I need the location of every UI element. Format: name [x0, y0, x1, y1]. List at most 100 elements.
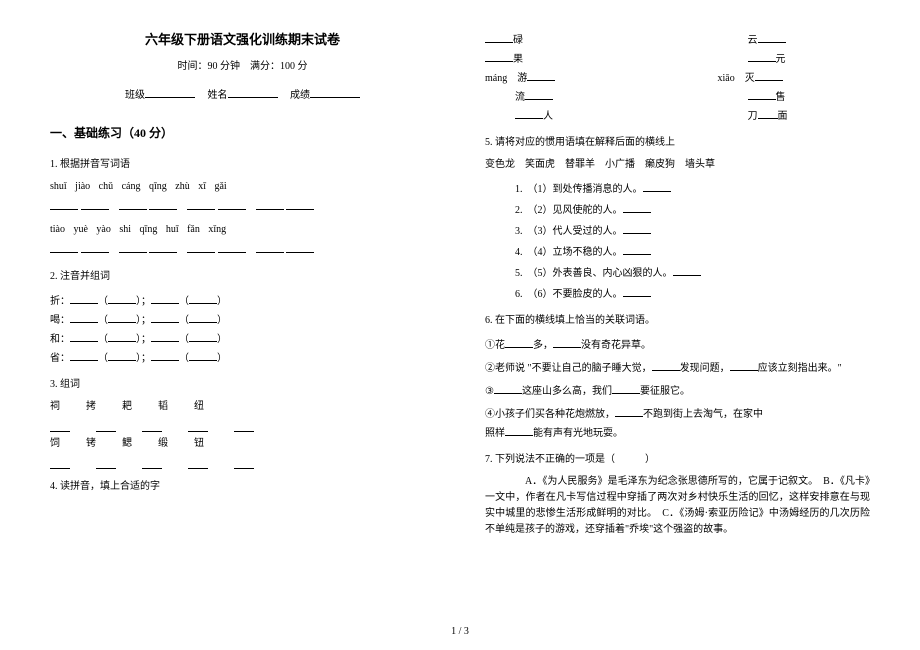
blank[interactable]: [485, 30, 513, 43]
blank[interactable]: [758, 30, 786, 43]
blank[interactable]: [81, 197, 109, 210]
txt: 不跑到街上去淘气，在家中: [643, 409, 763, 420]
page-footer: 1 / 3: [0, 624, 920, 640]
q3-char: 拷: [86, 399, 96, 415]
blank[interactable]: [673, 263, 701, 276]
blank[interactable]: [149, 240, 177, 253]
blank[interactable]: [553, 335, 581, 348]
blank[interactable]: [623, 200, 651, 213]
blank[interactable]: [108, 348, 136, 361]
blank[interactable]: [189, 291, 217, 304]
score-blank[interactable]: [310, 85, 360, 98]
blank[interactable]: [485, 49, 513, 62]
blank[interactable]: [108, 329, 136, 342]
q7-body: A．《为人民服务》是毛泽东为纪念张思德所写的，它属于记叙文。 B．《凡卡》一文中…: [485, 474, 870, 538]
blank[interactable]: [748, 49, 776, 62]
blank[interactable]: [234, 456, 254, 469]
blank[interactable]: [96, 456, 116, 469]
blank[interactable]: [151, 329, 179, 342]
section1-heading: 一、基础练习（40 分）: [50, 124, 435, 143]
blank[interactable]: [151, 348, 179, 361]
blank[interactable]: [189, 310, 217, 323]
q3-char: 缎: [158, 436, 168, 452]
char: 游: [517, 73, 527, 84]
blank[interactable]: [612, 381, 640, 394]
char: 碌: [513, 35, 523, 46]
blank[interactable]: [188, 456, 208, 469]
q3-char: 祠: [50, 399, 60, 415]
blank[interactable]: [515, 106, 543, 119]
q7-label: 7. 下列说法不正确的一项是（ ）: [485, 452, 870, 468]
txt: 照样: [485, 428, 505, 439]
q3-char: 韬: [158, 399, 168, 415]
blank[interactable]: [119, 240, 147, 253]
blank[interactable]: [505, 423, 533, 436]
txt: ①花: [485, 340, 505, 351]
txt: 应该立刻指出来。": [758, 363, 842, 374]
blank[interactable]: [149, 197, 177, 210]
q2-char: 折：: [50, 296, 70, 307]
q2-char: 喝：: [50, 315, 70, 326]
blank[interactable]: [50, 456, 70, 469]
blank[interactable]: [643, 179, 671, 192]
q5-item: 6. （6）不要脸皮的人。: [515, 284, 870, 303]
q6-l1: ①花多，没有奇花异草。: [485, 335, 870, 354]
blank[interactable]: [286, 240, 314, 253]
blank[interactable]: [615, 404, 643, 417]
blank[interactable]: [187, 197, 215, 210]
blank[interactable]: [623, 221, 651, 234]
name-blank[interactable]: [228, 85, 278, 98]
blank[interactable]: [81, 240, 109, 253]
blank[interactable]: [218, 240, 246, 253]
blank[interactable]: [188, 419, 208, 432]
blank[interactable]: [151, 291, 179, 304]
blank[interactable]: [748, 87, 776, 100]
blank[interactable]: [151, 310, 179, 323]
blank[interactable]: [494, 381, 522, 394]
blank[interactable]: [50, 240, 78, 253]
blank[interactable]: [50, 197, 78, 210]
q3-char: 饲: [50, 436, 60, 452]
blank[interactable]: [218, 197, 246, 210]
blank[interactable]: [187, 240, 215, 253]
blank[interactable]: [50, 419, 70, 432]
blank[interactable]: [189, 329, 217, 342]
q4-left-group: 碌 果 máng 游 流 人: [485, 30, 638, 125]
q2-char: 和：: [50, 334, 70, 345]
q4-label: 4. 读拼音，填上合适的字: [50, 479, 435, 495]
q6-label: 6. 在下面的横线填上恰当的关联词语。: [485, 313, 870, 329]
blank[interactable]: [70, 329, 98, 342]
blank[interactable]: [108, 310, 136, 323]
q5-label: 5. 请将对应的惯用语填在解释后面的横线上: [485, 135, 870, 151]
blank[interactable]: [70, 348, 98, 361]
blank[interactable]: [142, 419, 162, 432]
blank[interactable]: [119, 197, 147, 210]
blank[interactable]: [70, 291, 98, 304]
blank[interactable]: [256, 240, 284, 253]
blank[interactable]: [142, 456, 162, 469]
q5-item: 3. （3）代人受过的人。: [515, 221, 870, 240]
left-column: 六年级下册语文强化训练期末试卷 时间：90 分钟 满分：100 分 班级 姓名 …: [50, 30, 435, 630]
blank[interactable]: [623, 242, 651, 255]
blank[interactable]: [525, 87, 553, 100]
blank[interactable]: [527, 68, 555, 81]
q2-row2: 喝：（）；（）: [50, 310, 435, 329]
blank[interactable]: [652, 358, 680, 371]
blank[interactable]: [623, 284, 651, 297]
blank[interactable]: [755, 68, 783, 81]
blank[interactable]: [108, 291, 136, 304]
blank[interactable]: [234, 419, 254, 432]
blank[interactable]: [256, 197, 284, 210]
txt: 要征服它。: [640, 386, 690, 397]
blank[interactable]: [96, 419, 116, 432]
char: 面: [778, 111, 788, 122]
class-blank[interactable]: [145, 85, 195, 98]
blank[interactable]: [730, 358, 758, 371]
q6-l3: ③这座山多么高，我们要征服它。: [485, 381, 870, 400]
blank[interactable]: [70, 310, 98, 323]
blank[interactable]: [189, 348, 217, 361]
char: 流: [515, 92, 525, 103]
blank[interactable]: [505, 335, 533, 348]
blank[interactable]: [286, 197, 314, 210]
blank[interactable]: [758, 106, 778, 119]
